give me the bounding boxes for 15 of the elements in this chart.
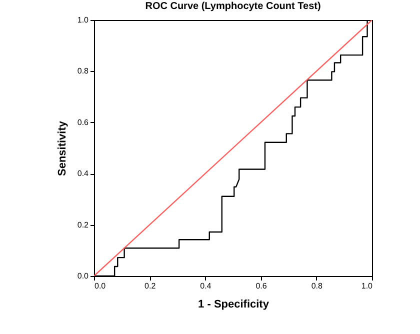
x-tick-label: 0.8 — [311, 282, 324, 290]
y-tick-label: 1.0 — [77, 16, 90, 24]
x-tick-label: 0.0 — [94, 282, 106, 290]
y-tick-label: 0.4 — [77, 169, 90, 178]
x-axis-title: 1 - Specificity — [198, 298, 270, 310]
x-tick-label: 0.6 — [256, 282, 268, 290]
x-tick-label: 0.4 — [200, 282, 212, 290]
y-tick-label: 0.8 — [77, 66, 90, 76]
y-tick-label: 0.0 — [77, 272, 90, 280]
y-tick-label: 0.2 — [77, 220, 90, 230]
x-tick-label: 1.0 — [361, 282, 374, 290]
y-tick-label: 0.6 — [77, 118, 90, 127]
x-tick-label: 0.2 — [144, 282, 156, 290]
chart-title: ROC Curve (Lymphocyte Count Test) — [145, 1, 321, 12]
y-axis-title: Sensitivity — [56, 120, 68, 176]
